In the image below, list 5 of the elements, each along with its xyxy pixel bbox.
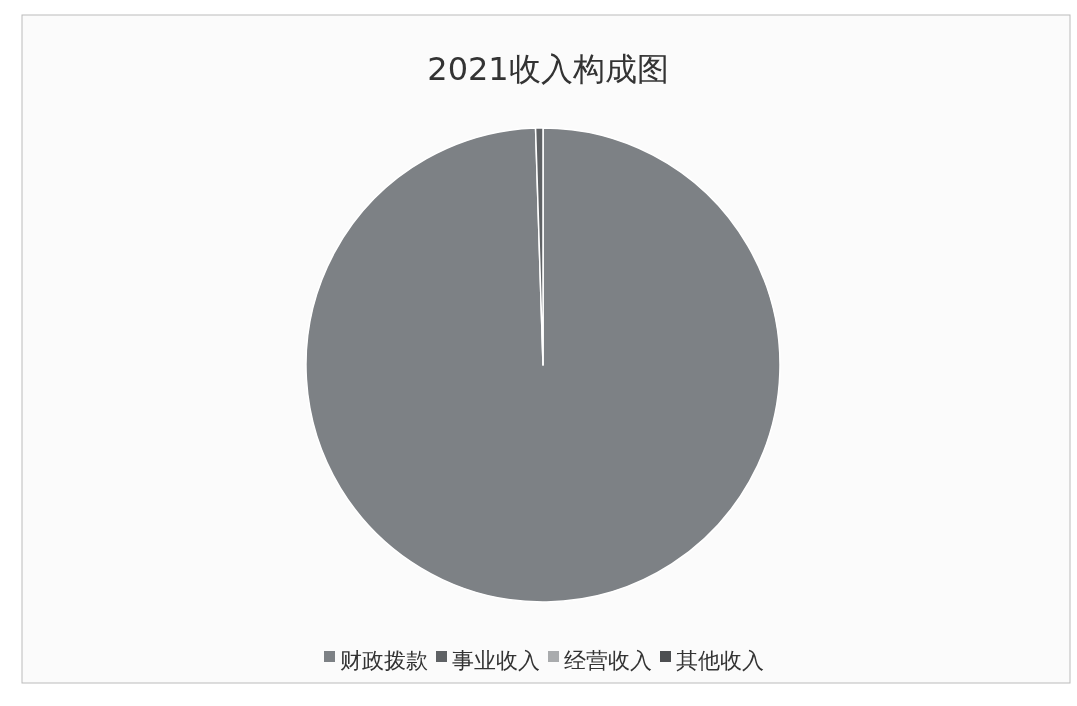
legend-label: 经营收入 <box>564 648 652 673</box>
legend-label: 其他收入 <box>676 648 764 673</box>
legend-label: 财政拨款 <box>340 648 428 673</box>
legend-label: 事业收入 <box>452 648 540 673</box>
chart-title: 2021收入构成图 <box>427 50 669 88</box>
